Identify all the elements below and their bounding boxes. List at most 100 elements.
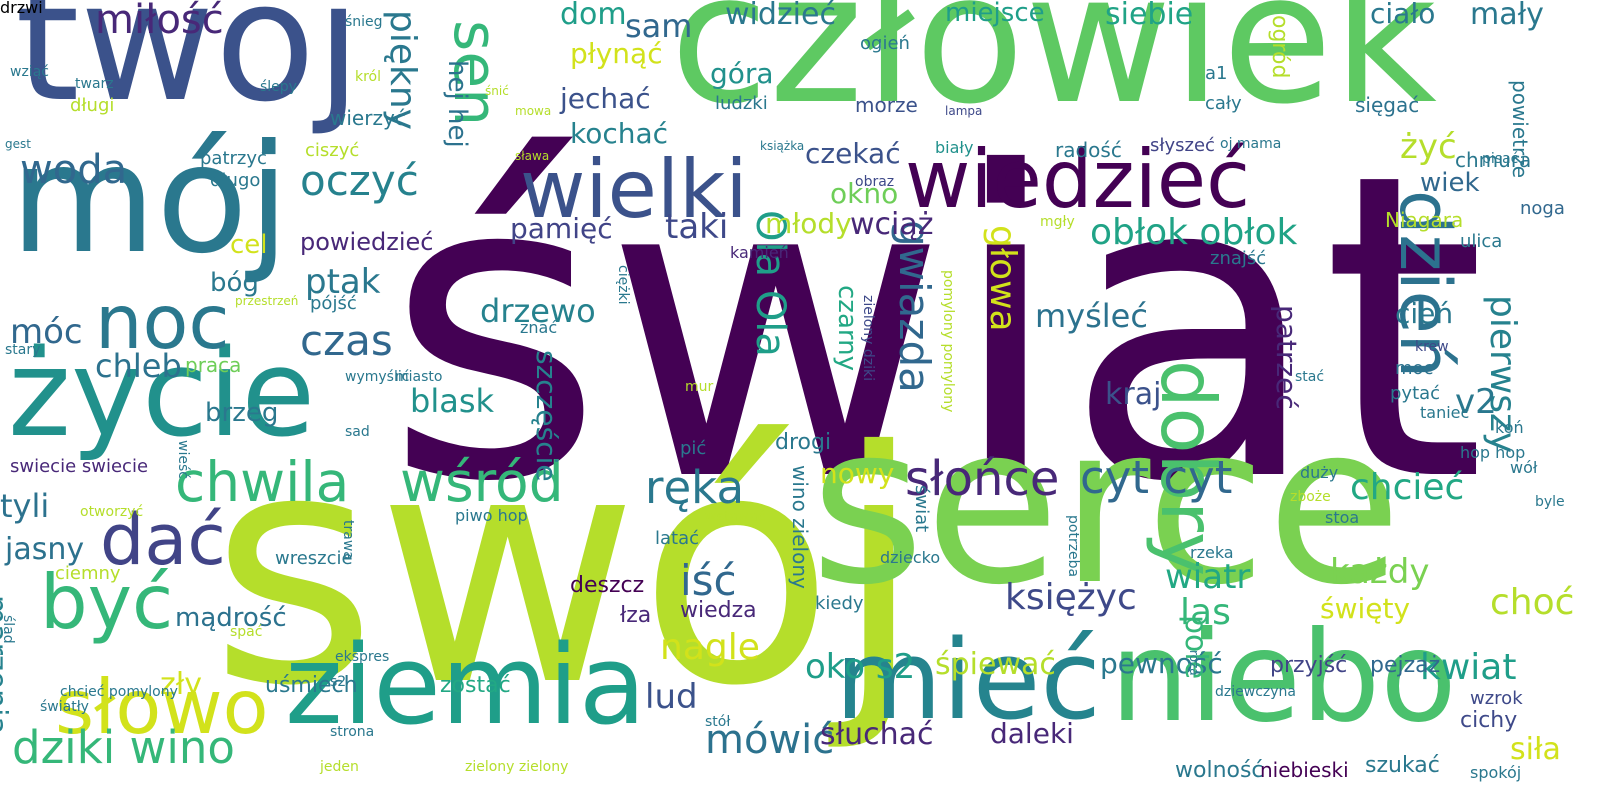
word: stać bbox=[1295, 369, 1325, 385]
word: blask bbox=[410, 382, 495, 420]
word: bóg bbox=[210, 268, 259, 298]
word: wymyślić bbox=[345, 369, 410, 385]
word: choć bbox=[1490, 582, 1575, 623]
word: widzieć bbox=[725, 0, 836, 32]
word: dziecko bbox=[880, 548, 941, 567]
word: cel bbox=[230, 230, 268, 260]
word: król bbox=[355, 69, 382, 85]
word: wino zielony bbox=[788, 465, 812, 589]
word: kiedy bbox=[815, 593, 864, 614]
word: obłok obłok bbox=[1090, 212, 1298, 253]
word: dziewczyna bbox=[1215, 684, 1296, 700]
word: otworzyć bbox=[80, 504, 144, 520]
word: śnić bbox=[485, 84, 509, 98]
word: patrzeć bbox=[1270, 305, 1303, 410]
word: lud bbox=[645, 677, 698, 717]
word: siła bbox=[1510, 732, 1561, 767]
word: sam bbox=[625, 7, 693, 45]
word: wstawać bbox=[705, 509, 766, 525]
word: pójść bbox=[310, 293, 357, 314]
word: hop hop bbox=[1460, 443, 1526, 462]
word: serce bbox=[810, 377, 1402, 633]
word: mądrość bbox=[175, 603, 287, 633]
word: taniec bbox=[1420, 403, 1470, 422]
word: las bbox=[1180, 592, 1231, 633]
word: kwiat bbox=[1420, 647, 1517, 688]
word: twój bbox=[15, 0, 362, 138]
word: kochać bbox=[570, 117, 669, 150]
word: a1 bbox=[1205, 63, 1228, 84]
word: pytać bbox=[1390, 383, 1441, 404]
word: słyszeć bbox=[1150, 135, 1215, 156]
word: brzeg bbox=[205, 398, 279, 428]
word: oko s2 bbox=[805, 647, 916, 687]
word: młody bbox=[765, 207, 852, 240]
word: stoa bbox=[1325, 508, 1360, 527]
word: śnieg bbox=[345, 14, 383, 30]
word: koń bbox=[1495, 418, 1524, 437]
word: niebo bbox=[1110, 605, 1457, 750]
word: daleki bbox=[990, 717, 1074, 750]
word: słońce bbox=[905, 451, 1060, 507]
word: głowa bbox=[982, 225, 1023, 332]
word: mgły bbox=[1040, 214, 1075, 230]
word: drzwi bbox=[0, 0, 43, 17]
word: twarz bbox=[75, 76, 114, 92]
word: oj mama bbox=[1220, 136, 1282, 152]
word: wiedzieć bbox=[905, 133, 1251, 226]
word: jasny bbox=[5, 532, 85, 567]
word: iść bbox=[680, 556, 737, 605]
word: zostać bbox=[440, 673, 511, 698]
word: życie bbox=[8, 325, 316, 464]
word: przestrzeń bbox=[235, 294, 299, 308]
word: spać bbox=[230, 624, 263, 640]
word: wolność bbox=[1175, 758, 1264, 783]
word: gwiazda bbox=[890, 220, 939, 393]
word: latać bbox=[655, 528, 700, 549]
word: znajść bbox=[1210, 248, 1267, 269]
word: książka bbox=[760, 139, 805, 153]
word: pisać bbox=[1482, 151, 1519, 167]
word: księżyc bbox=[1005, 577, 1137, 618]
word: człowiek bbox=[670, 0, 1437, 144]
word: wzrok bbox=[1470, 688, 1523, 709]
word: tyli bbox=[0, 487, 50, 525]
word: świat bbox=[911, 485, 932, 533]
word: sad bbox=[345, 424, 370, 440]
word: mój bbox=[10, 113, 290, 287]
word: sława bbox=[515, 149, 550, 163]
word: woda bbox=[20, 147, 128, 193]
word: mowa bbox=[515, 104, 552, 118]
word: powiedzieć bbox=[300, 228, 434, 256]
word: kamień bbox=[730, 243, 789, 262]
word: wieść bbox=[175, 440, 191, 479]
word: długi bbox=[70, 95, 115, 116]
word: mur bbox=[685, 379, 714, 395]
word: obraz bbox=[855, 174, 895, 190]
word: wciąż bbox=[850, 207, 934, 242]
word: płynąć bbox=[570, 37, 663, 70]
word: pejzaż bbox=[1370, 653, 1441, 678]
word: drzewo bbox=[480, 292, 596, 330]
word: dziki wino bbox=[12, 721, 235, 774]
word: czas bbox=[300, 316, 393, 365]
word: ziemia bbox=[285, 621, 647, 749]
word: rzeka bbox=[1190, 543, 1234, 562]
word: wielki bbox=[520, 143, 748, 236]
word: uśmiech bbox=[265, 673, 358, 698]
word: jeden bbox=[320, 759, 359, 775]
word: zły bbox=[160, 667, 203, 702]
word: myśleć bbox=[1035, 297, 1148, 335]
word: siebie bbox=[1105, 0, 1194, 32]
word: cyt cyt bbox=[1080, 451, 1233, 504]
word: słuchać bbox=[820, 717, 934, 752]
word: chmura bbox=[1455, 148, 1532, 172]
word: s2 bbox=[330, 674, 347, 690]
word: ciemny bbox=[55, 563, 121, 584]
word: każdy bbox=[1330, 552, 1430, 592]
word: przyjść bbox=[1270, 653, 1348, 678]
word: spokój bbox=[1470, 763, 1522, 782]
word: zielony dziki bbox=[860, 295, 876, 382]
word: Niagara bbox=[1385, 208, 1464, 232]
